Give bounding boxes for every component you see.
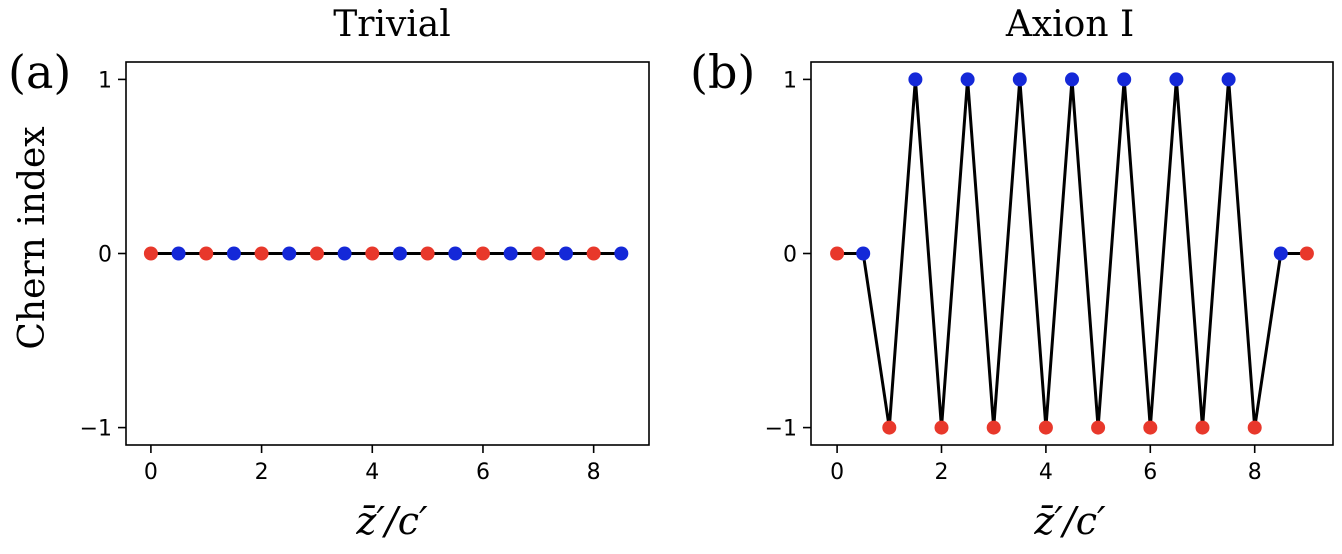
data-point xyxy=(856,246,871,261)
plot-area xyxy=(830,72,1314,435)
data-point xyxy=(1273,246,1288,261)
data-point xyxy=(1247,420,1262,435)
data-point xyxy=(1169,72,1184,87)
data-point xyxy=(143,246,158,261)
data-point xyxy=(309,246,324,261)
data-point xyxy=(558,246,573,261)
chart-title: Trivial xyxy=(333,4,451,45)
data-point xyxy=(1143,420,1158,435)
y-tick-label: 0 xyxy=(98,243,112,268)
data-point xyxy=(171,246,186,261)
data-point xyxy=(392,246,407,261)
x-tick-label: 4 xyxy=(365,460,379,485)
series-line xyxy=(837,77,1307,430)
y-tick-label: 1 xyxy=(783,68,797,93)
y-axis-label: Chern index xyxy=(12,126,53,349)
x-tick-label: 0 xyxy=(830,460,844,485)
data-point xyxy=(448,246,463,261)
plot-area xyxy=(143,246,629,261)
data-point xyxy=(475,246,490,261)
data-point xyxy=(1299,246,1314,261)
data-point xyxy=(365,246,380,261)
data-point xyxy=(960,72,975,87)
axes-frame xyxy=(810,61,1334,446)
axes: 0 2 4 6 8 −1 0 1 xyxy=(80,61,650,485)
y-tick-label: 0 xyxy=(783,243,797,268)
panel-label: (b) xyxy=(690,45,755,99)
x-tick-label: 6 xyxy=(1143,460,1157,485)
x-tick-label: 6 xyxy=(476,460,490,485)
chart-title: Axion I xyxy=(1005,4,1134,45)
data-point xyxy=(1065,72,1079,87)
data-point xyxy=(586,246,601,261)
axes: 0 2 4 6 8 −1 0 1 xyxy=(765,61,1334,485)
data-point xyxy=(986,420,1001,435)
data-point xyxy=(1038,420,1053,435)
x-tick-label: 4 xyxy=(1039,460,1053,485)
data-point xyxy=(337,246,352,261)
data-point xyxy=(282,246,297,261)
data-point xyxy=(614,246,629,261)
y-tick-label: 1 xyxy=(98,68,112,93)
data-point xyxy=(934,420,949,435)
x-tick-label: 2 xyxy=(255,460,269,485)
data-point xyxy=(1012,72,1027,87)
data-point xyxy=(503,246,518,261)
x-tick-label: 0 xyxy=(144,460,158,485)
data-point xyxy=(226,246,241,261)
panel-b: (b) Axion I z̄′/c′ 0 2 4 6 8 −1 0 1 xyxy=(690,4,1334,543)
x-tick-label: 2 xyxy=(935,460,949,485)
x-axis-label: z̄′/c′ xyxy=(1033,499,1106,543)
y-tick-label: −1 xyxy=(765,417,797,442)
y-tick-label: −1 xyxy=(80,417,112,442)
data-point xyxy=(1117,72,1132,87)
data-point xyxy=(1221,72,1236,87)
data-point xyxy=(830,246,845,261)
x-tick-label: 8 xyxy=(1248,460,1262,485)
x-tick-label: 8 xyxy=(587,460,601,485)
data-point xyxy=(531,246,546,261)
data-point xyxy=(1091,420,1106,435)
data-point xyxy=(199,246,214,261)
data-point xyxy=(882,420,897,435)
data-point xyxy=(1195,420,1210,435)
panel-label: (a) xyxy=(8,45,71,99)
data-point xyxy=(254,246,269,261)
panel-a: (a) Trivial Chern index z̄′/c′ 0 2 4 6 8 −1 0 1 xyxy=(8,4,650,543)
data-point xyxy=(420,246,435,261)
x-axis-label: z̄′/c′ xyxy=(355,499,428,543)
data-point xyxy=(908,72,923,87)
